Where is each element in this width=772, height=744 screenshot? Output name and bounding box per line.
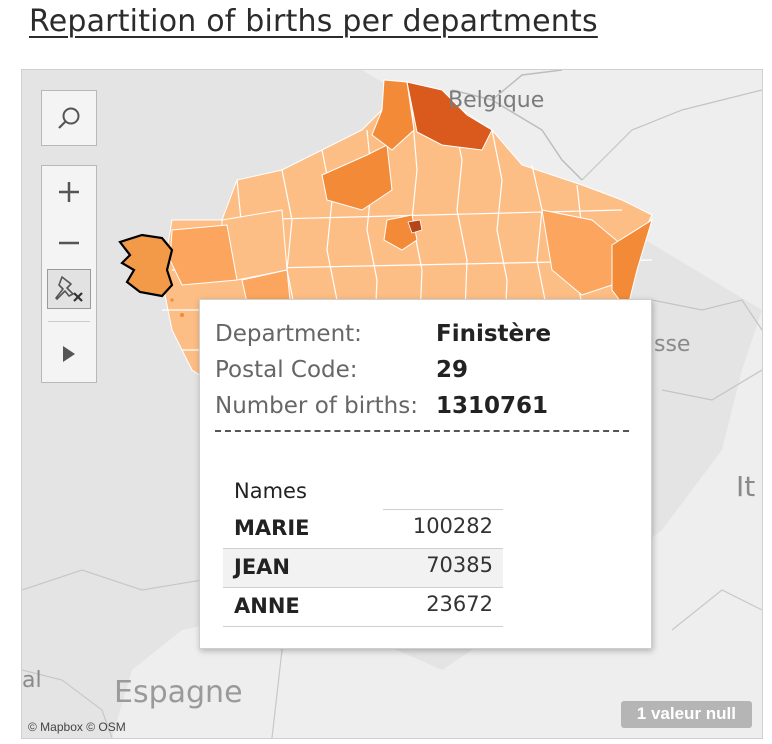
null-values-badge[interactable]: 1 valeur null <box>620 701 752 728</box>
department-label: Department: <box>215 321 362 347</box>
count-cell: 70385 <box>426 553 493 577</box>
department-dark[interactable] <box>406 81 493 151</box>
unpin-map-button[interactable] <box>47 269 91 309</box>
country-label-left: al <box>22 668 42 693</box>
name-cell: ANNE <box>234 594 300 618</box>
name-cell: MARIE <box>234 516 310 540</box>
country-label-italie: It <box>736 470 756 503</box>
postal-code-label: Postal Code: <box>215 357 358 383</box>
table-divider <box>383 509 503 510</box>
count-cell: 100282 <box>412 514 493 538</box>
count-cell: 23672 <box>426 592 493 616</box>
table-row: JEAN 70385 <box>223 549 503 587</box>
map-search-button[interactable] <box>42 91 96 145</box>
department-strong[interactable] <box>371 79 415 151</box>
search-toolbar <box>41 90 97 146</box>
table-row: ANNE 23672 <box>223 588 503 626</box>
toolbar-divider <box>48 321 90 322</box>
table-divider <box>223 587 503 588</box>
postal-code-value: 29 <box>436 357 469 383</box>
border-line <box>22 669 113 738</box>
island-dot <box>180 313 184 317</box>
border-line <box>661 369 762 401</box>
border-line <box>671 589 762 631</box>
table-row: MARIE 100282 <box>223 510 503 548</box>
minus-icon <box>59 241 79 245</box>
neighbour-land <box>112 70 762 738</box>
tooltip-separator <box>215 430 629 432</box>
department-strong[interactable] <box>611 218 653 312</box>
births-label: Number of births: <box>215 393 418 419</box>
department-tooltip: Department: Finistère Postal Code: 29 Nu… <box>199 299 652 649</box>
pin-off-icon <box>55 276 83 302</box>
search-icon <box>58 107 80 129</box>
department-value: Finistère <box>436 321 552 347</box>
country-label-belgique: Belgique <box>448 88 545 113</box>
plus-icon <box>59 182 79 202</box>
country-label-suisse: sse <box>654 332 691 357</box>
border-line <box>491 70 563 101</box>
expand-tools-button[interactable] <box>42 326 96 382</box>
births-value: 1310761 <box>436 393 549 419</box>
border-line <box>451 89 583 181</box>
country-label-espagne: Espagne <box>114 675 243 710</box>
department-finistere-selected[interactable] <box>118 233 174 298</box>
department-strong[interactable] <box>321 144 393 211</box>
play-icon <box>63 346 75 362</box>
island-dot <box>170 298 174 302</box>
border-line <box>581 89 762 181</box>
border-line <box>651 299 762 331</box>
map-attribution[interactable]: © Mapbox © OSM <box>28 720 126 734</box>
name-cell: JEAN <box>234 555 290 579</box>
table-divider <box>223 548 503 549</box>
zoom-out-button[interactable] <box>42 218 96 268</box>
table-divider <box>223 626 503 627</box>
page-title: Repartition of births per departments <box>29 4 598 39</box>
names-column-header: Names <box>234 479 307 503</box>
department-dark[interactable] <box>407 219 423 234</box>
department-medium[interactable] <box>169 224 238 286</box>
zoom-in-button[interactable] <box>42 166 96 218</box>
zoom-toolbar <box>41 165 97 383</box>
